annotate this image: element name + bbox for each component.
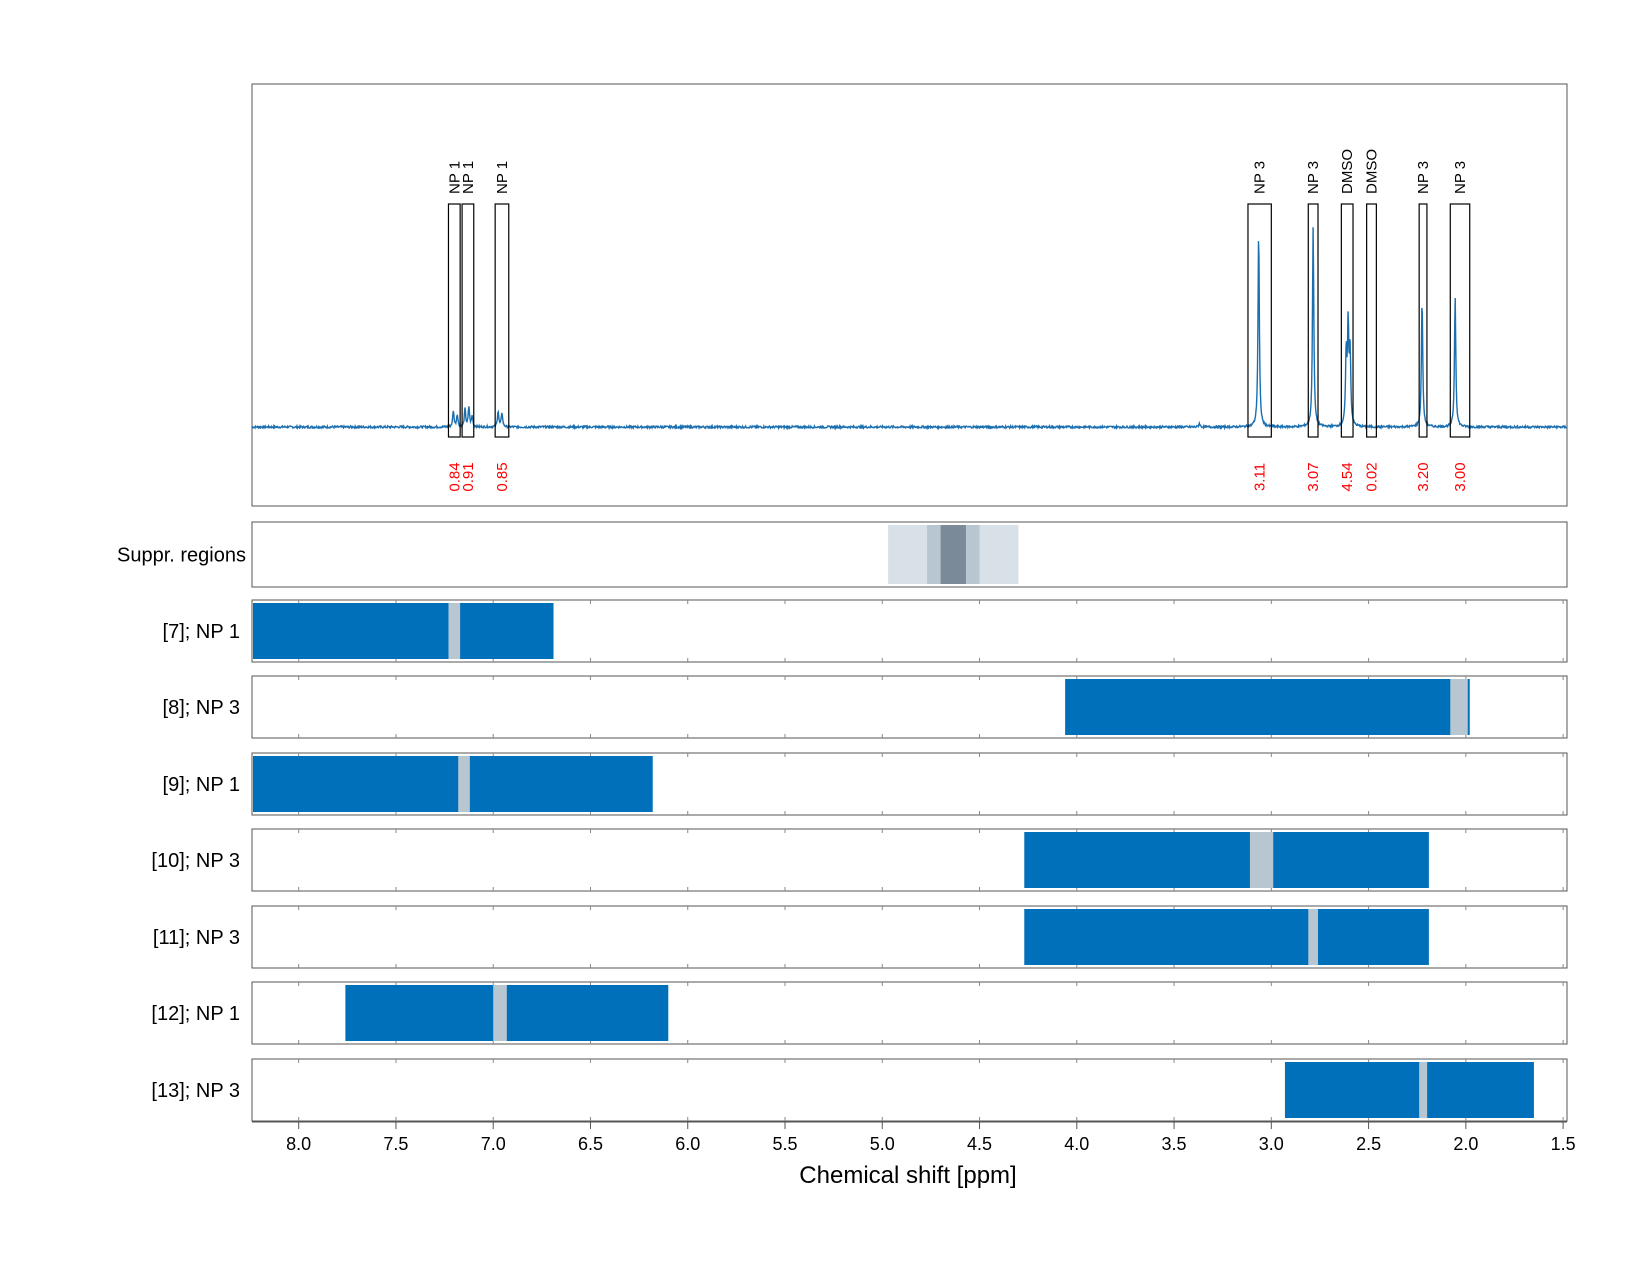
x-tick-label: 3.0 bbox=[1259, 1134, 1284, 1154]
peak-integral-label: 0.02 bbox=[1364, 462, 1381, 491]
x-tick-label: 4.5 bbox=[967, 1134, 992, 1154]
suppression-band bbox=[940, 525, 966, 584]
peak-region-label: NP 3 bbox=[1305, 161, 1322, 194]
peak-integral-label: 4.54 bbox=[1339, 462, 1356, 491]
x-tick-label: 4.0 bbox=[1064, 1134, 1089, 1154]
peak-region-label: NP 1 bbox=[494, 161, 511, 194]
peak-region-box bbox=[1449, 203, 1471, 438]
peak-integral-label: 3.20 bbox=[1415, 462, 1432, 491]
x-tick-label: 8.0 bbox=[286, 1134, 311, 1154]
peak-region-box bbox=[447, 203, 461, 438]
track-bar bbox=[345, 985, 669, 1041]
track-gap bbox=[1308, 909, 1319, 965]
peak-region-label: NP 3 bbox=[1415, 161, 1432, 194]
peak-region-label: DMSO bbox=[1339, 149, 1356, 194]
track-gap bbox=[493, 985, 507, 1041]
x-tick-label: 1.5 bbox=[1551, 1134, 1576, 1154]
track-bar bbox=[1024, 832, 1429, 888]
spectrum-panel: NP 1 0.84 NP 1 0.91 NP 1 0.85 NP 3 3.11 NP 3 3.07… bbox=[251, 83, 1568, 507]
peak-region-box bbox=[1340, 203, 1354, 438]
peak-region-box bbox=[1366, 203, 1377, 438]
track-label: [7]; NP 1 bbox=[163, 621, 240, 643]
peak-region-label: NP 1 bbox=[460, 161, 477, 194]
peak-integral-label: 3.11 bbox=[1252, 463, 1269, 491]
track-gap bbox=[1249, 832, 1274, 888]
x-tick-label: 7.5 bbox=[383, 1134, 408, 1154]
peak-integral-label: 3.00 bbox=[1452, 462, 1469, 491]
peak-region-box bbox=[1307, 203, 1319, 438]
track-label: [10]; NP 3 bbox=[151, 850, 240, 872]
suppression-label: Suppr. regions bbox=[117, 545, 246, 567]
x-axis: 8.0 7.5 7.0 6.5 6.0 5.5 5.0 4.5 4.0 3.5 3.0 2.5 2.0 1… bbox=[252, 1121, 1576, 1154]
peak-region-label: DMSO bbox=[1364, 149, 1381, 194]
spectrum-line bbox=[251, 227, 1568, 431]
peak-region-box bbox=[1247, 203, 1272, 438]
peak-region-label: NP 3 bbox=[1452, 161, 1469, 194]
suppression-panel: Suppr. regions bbox=[117, 521, 1568, 588]
peak-region-box bbox=[461, 203, 475, 438]
peak-region-label: NP 3 bbox=[1252, 161, 1269, 194]
track-bar bbox=[1284, 1062, 1534, 1118]
track-label: [12]; NP 1 bbox=[151, 1003, 240, 1025]
x-tick-label: 6.5 bbox=[578, 1134, 603, 1154]
x-tick-label: 6.0 bbox=[675, 1134, 700, 1154]
track-gap bbox=[1450, 679, 1468, 735]
peak-integral-label: 0.85 bbox=[494, 462, 511, 491]
x-tick-label: 3.5 bbox=[1162, 1134, 1187, 1154]
track-gap bbox=[1419, 1062, 1428, 1118]
x-axis-label: Chemical shift [ppm] bbox=[799, 1162, 1016, 1189]
peak-integral-label: 0.91 bbox=[460, 462, 477, 491]
peak-integral-label: 3.07 bbox=[1305, 462, 1322, 491]
peak-integral-label: 0.84 bbox=[446, 462, 463, 491]
peak-region-label: NP 1 bbox=[446, 161, 463, 194]
track-gap bbox=[448, 603, 461, 659]
track-gap bbox=[458, 756, 470, 812]
track-bar bbox=[253, 756, 653, 812]
peak-region-box bbox=[494, 203, 510, 438]
track-label: [8]; NP 3 bbox=[163, 697, 240, 719]
track-label: [11]; NP 3 bbox=[153, 927, 240, 949]
track-bar bbox=[253, 603, 554, 659]
spectrum-frame bbox=[251, 83, 1568, 507]
x-tick-label: 7.0 bbox=[481, 1134, 506, 1154]
x-tick-label: 2.0 bbox=[1453, 1134, 1478, 1154]
x-tick-label: 2.5 bbox=[1356, 1134, 1381, 1154]
x-tick-label: 5.5 bbox=[772, 1134, 797, 1154]
region-tracks: [7]; NP 1 [8]; NP 3 [9]; NP 1 [10]; NP 3 [11… bbox=[151, 599, 1568, 1122]
x-tick-label: 5.0 bbox=[870, 1134, 895, 1154]
track-bar bbox=[1065, 679, 1470, 735]
track-label: [13]; NP 3 bbox=[151, 1080, 240, 1102]
track-label: [9]; NP 1 bbox=[163, 774, 240, 796]
peak-region-box bbox=[1418, 203, 1428, 438]
track-bar bbox=[1024, 909, 1429, 965]
